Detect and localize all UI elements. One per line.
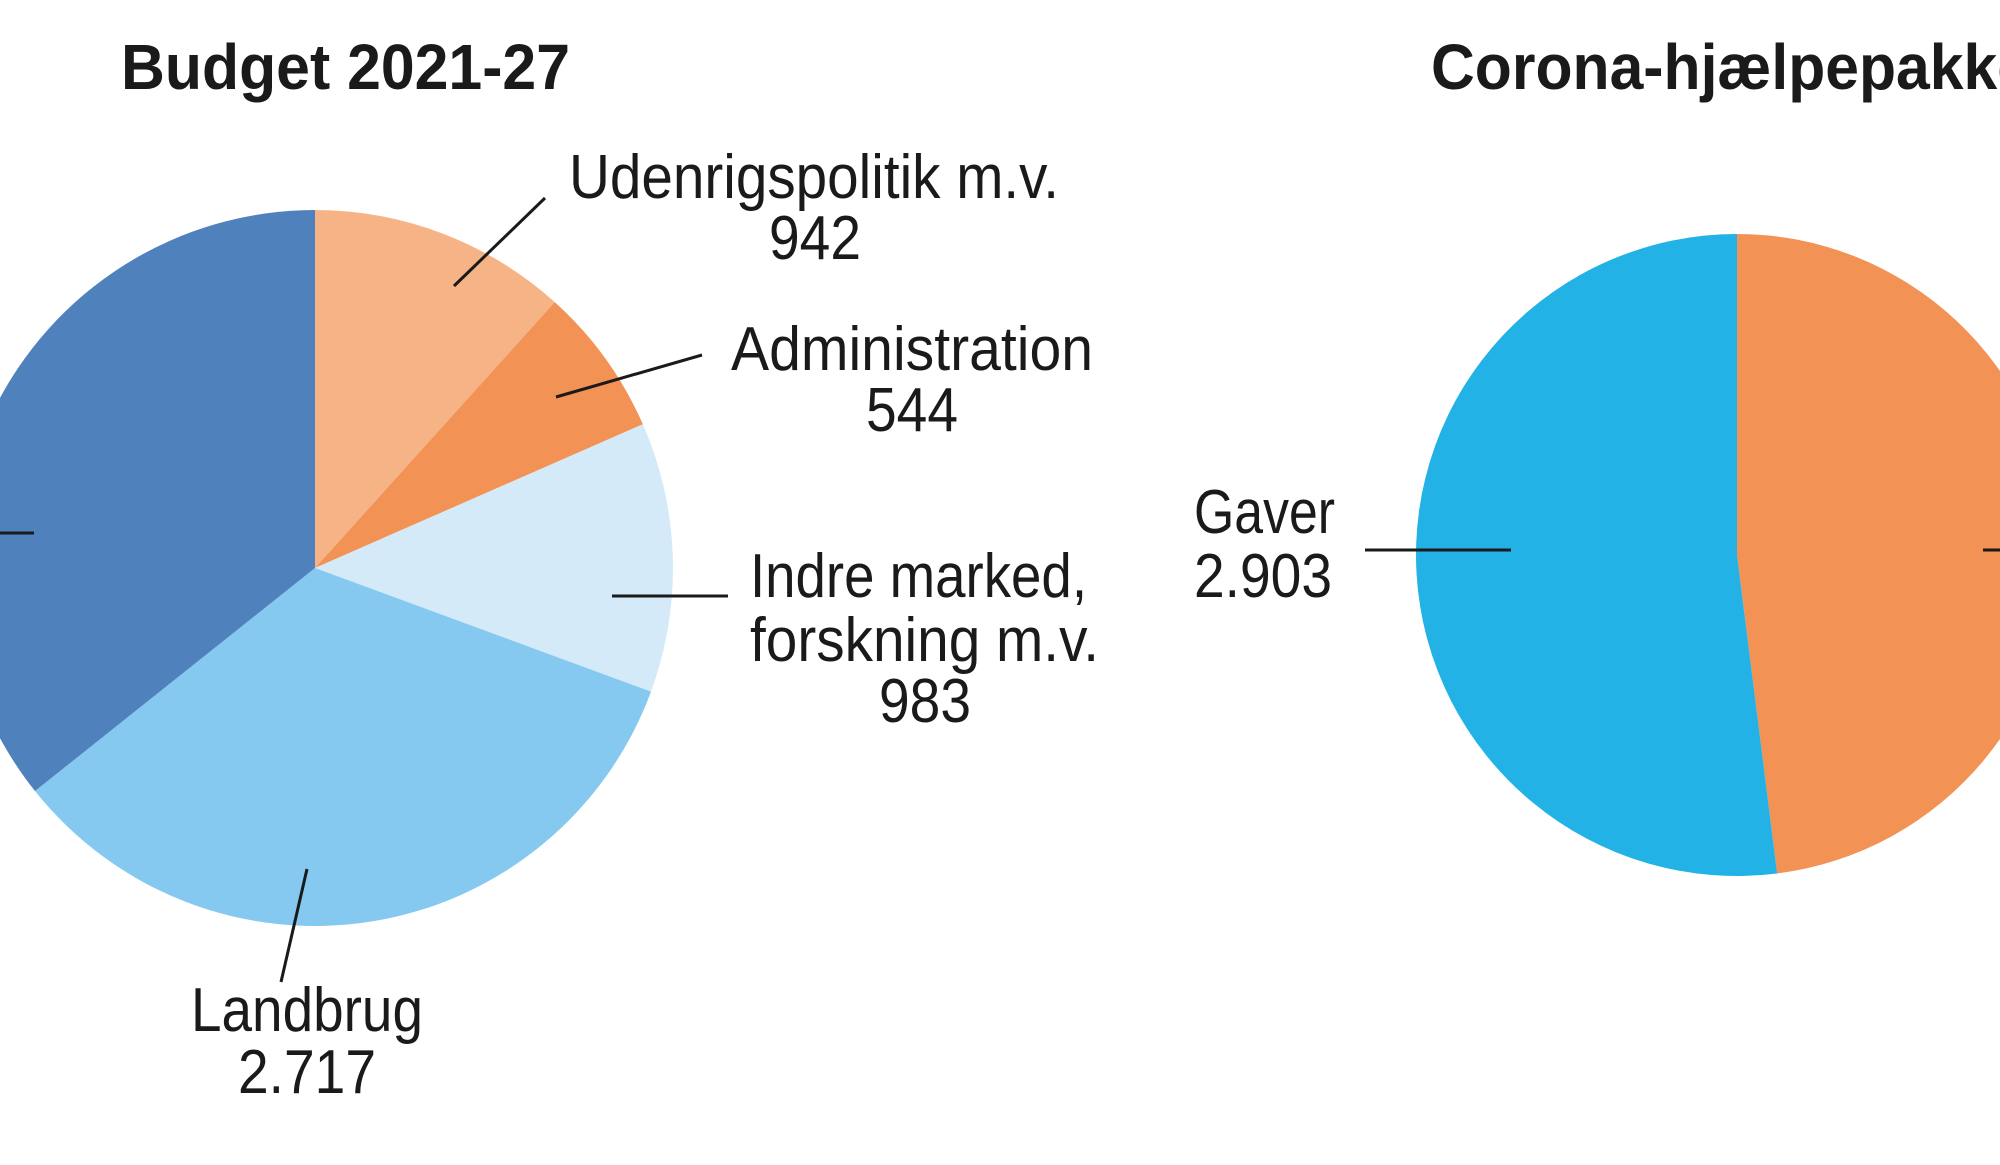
value-udenrigspolitik: 942 — [769, 204, 861, 273]
pie-slice-unlabeled-0 — [1737, 234, 2000, 874]
corona-title: Corona-hjælpepakke — [1431, 31, 2000, 103]
leader-line-administration — [555, 353, 703, 399]
pie-slice-udenrigspolitik-m-v — [315, 210, 555, 568]
label-administration: Administration — [731, 315, 1093, 384]
value-indre-marked: 983 — [879, 667, 971, 736]
pie-slice-indre-marked — [315, 424, 674, 692]
label-forskning: forskning m.v. — [750, 606, 1099, 675]
pie-slice-unlabeled-4 — [0, 210, 315, 792]
label-gaver: Gaver — [1194, 478, 1335, 547]
leader-line-landbrug — [279, 868, 309, 983]
corona-pie — [1415, 234, 2000, 877]
budget-title: Budget 2021-27 — [121, 31, 570, 103]
label-indre-marked: Indre marked, — [750, 542, 1087, 611]
label-landbrug: Landbrug — [191, 976, 423, 1045]
pie-slice-administration — [315, 302, 643, 568]
value-landbrug: 2.717 — [238, 1038, 376, 1107]
value-gaver: 2.903 — [1194, 542, 1332, 611]
label-udenrigspolitik: Udenrigspolitik m.v. — [569, 143, 1059, 212]
budget-pie — [0, 210, 674, 926]
value-administration: 544 — [866, 376, 958, 445]
leader-line-udenrigspolitik — [452, 196, 547, 288]
pie-slice-landbrug — [34, 568, 651, 926]
pie-slice-gaver — [1415, 234, 1778, 877]
